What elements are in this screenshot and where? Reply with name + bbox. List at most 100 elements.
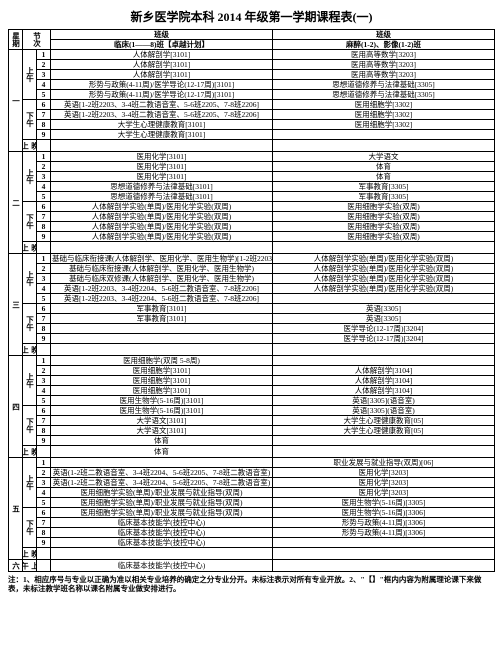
period-num: 2 (37, 162, 51, 172)
period-num (37, 548, 51, 560)
period-num: 3 (37, 172, 51, 182)
cell-c2: 大学生心理健康教育[05] (273, 416, 495, 426)
period-num: 1 (37, 50, 51, 60)
cell-c2: 人体解剖学实验(单周)/医用化学实验(双周) (273, 254, 495, 264)
cell-c2: 英语[3305](语音室) (273, 406, 495, 416)
cell-c1: 体育 (51, 446, 273, 458)
cell-c2: 人体解剖学实验(单周)/医用化学实验(双周) (273, 284, 495, 294)
cell-c2: 医用细胞学[3302] (273, 110, 495, 120)
cell-c2 (273, 538, 495, 548)
cell-c1: 英语[1-2班2203、3-4班二教语音室、5-6班2205、7-8班2206] (51, 110, 273, 120)
cell-c2: 医用细胞学[3302] (273, 120, 495, 130)
period-num: 7 (37, 518, 51, 528)
footnote: 注：1、相应序号与专业以正确为准以相关专业培养的确定之分专业分开。未标注表示对所… (8, 575, 495, 593)
cell-c1 (51, 334, 273, 344)
cell-c1: 医用细胞学实验(单周)/职业发展与就业指导(双周) (51, 498, 273, 508)
period-num: 4 (37, 488, 51, 498)
period-num: 8 (37, 528, 51, 538)
period-num (37, 344, 51, 356)
cell-c1 (51, 344, 273, 356)
cell-c2: 医用细胞学实验(双周) (273, 202, 495, 212)
cell-c1: 人体解剖学[3101] (51, 60, 273, 70)
cell-c1 (51, 548, 273, 560)
period-num (37, 242, 51, 254)
header-slot: 节次 (23, 30, 51, 50)
cell-c2: 医用高等数学[3203] (273, 70, 495, 80)
cell-c2: 人体解剖学[3104] (273, 366, 495, 376)
cell-c1: 医用生物学(5-16周)[3101] (51, 406, 273, 416)
period-num: 9 (37, 130, 51, 140)
cell-c1: 医用细胞学[3101] (51, 386, 273, 396)
cell-c2: 医用高等数学[3203] (273, 60, 495, 70)
cell-c2: 体育 (273, 162, 495, 172)
cell-c1 (51, 140, 273, 152)
cell-c2: 人体解剖学[3104] (273, 376, 495, 386)
slot-label: 下午 (23, 202, 37, 242)
cell-c1: 英语(1-2班二教语音室、3-4班2204、5-6班2205、7-8班二教语音室… (51, 478, 273, 488)
period-num: 4 (37, 80, 51, 90)
cell-c2: 大学生心理健康教育[05] (273, 426, 495, 436)
cell-c2: 医用细胞学[3302] (273, 100, 495, 110)
header-class1: 班级 (51, 30, 273, 40)
cell-c1: 大学生心理健康教育[3101] (51, 130, 273, 140)
period-num: 9 (37, 538, 51, 548)
slot-label: 上午 (23, 458, 37, 508)
period-num: 8 (37, 324, 51, 334)
cell-c2: 医用生物学(5-16周)[3305] (273, 498, 495, 508)
period-num: 6 (37, 406, 51, 416)
cell-c1: 军事教育[3101] (51, 314, 273, 324)
period-num: 6 (37, 304, 51, 314)
period-num: 7 (37, 110, 51, 120)
period-num: 5 (37, 90, 51, 100)
period-num: 6 (37, 100, 51, 110)
cell-c2 (273, 344, 495, 356)
period-num (37, 560, 51, 572)
period-num: 3 (37, 70, 51, 80)
period-num: 7 (37, 416, 51, 426)
period-num: 6 (37, 202, 51, 212)
cell-c1: 基础与临床衔接课(人体解剖学、医用化学、医用生物学) (51, 264, 273, 274)
cell-c2: 军事教育[3305] (273, 192, 495, 202)
cell-c1: 人体解剖学实验(单周)/医用化学实验(双周) (51, 222, 273, 232)
cell-c2: 体育 (273, 172, 495, 182)
period-num: 1 (37, 356, 51, 366)
day-label: 三 (9, 254, 23, 356)
period-num: 7 (37, 314, 51, 324)
cell-c2: 英语[3305] (273, 314, 495, 324)
cell-c1: 大学语文[3101] (51, 426, 273, 436)
cell-c1: 医用细胞学(双周 5-8周) (51, 356, 273, 366)
period-num: 9 (37, 232, 51, 242)
cell-c2: 军事教育[3305] (273, 182, 495, 192)
cell-c1: 军事教育[3101] (51, 304, 273, 314)
cell-c1: 体育 (51, 436, 273, 446)
cell-c2: 医用细胞学实验(双周) (273, 222, 495, 232)
cell-c1: 形势与政策(4-11周)/医学导论(12-17周)[3101] (51, 90, 273, 100)
cell-c1: 人体解剖学实验(单周)/医用化学实验(双周) (51, 212, 273, 222)
cell-c1: 形势与政策(4-11周)/医学导论(12-17周)[3101] (51, 80, 273, 90)
cell-c1: 医用化学[3101] (51, 172, 273, 182)
period-num: 9 (37, 436, 51, 446)
period-num: 3 (37, 376, 51, 386)
cell-c1: 医用细胞学实验(单周)/职业发展与就业指导(双周) (51, 488, 273, 498)
slot-label: 下午 (23, 100, 37, 140)
cell-c1: 基础与临床双修课(人体解剖学、医用化学、医用生物学) (51, 274, 273, 284)
cell-c2 (273, 560, 495, 572)
period-num (37, 140, 51, 152)
slot-label: 上午 (23, 152, 37, 202)
page-title: 新乡医学院本科 2014 年级第一学期课程表(一) (8, 8, 495, 25)
period-num: 4 (37, 182, 51, 192)
cell-c1 (51, 324, 273, 334)
cell-c2: 大学语文 (273, 152, 495, 162)
slot-label: 晚上 (23, 344, 37, 356)
cell-c1: 医用生物学(5-16周)[3101] (51, 396, 273, 406)
cell-c2: 英语[3305] (273, 304, 495, 314)
cell-c1: 人体解剖学实验(单周)/医用化学实验(双周) (51, 232, 273, 242)
header-day: 星期 (9, 30, 23, 50)
cell-c1: 思想道德修养与法律基础[3101] (51, 182, 273, 192)
cell-c1 (51, 242, 273, 254)
day-label: 六 (9, 560, 23, 572)
cell-c1: 人体解剖学[3101] (51, 70, 273, 80)
cell-c2 (273, 436, 495, 446)
period-num: 7 (37, 212, 51, 222)
cell-c2: 医学导论(12-17周)[3204] (273, 334, 495, 344)
